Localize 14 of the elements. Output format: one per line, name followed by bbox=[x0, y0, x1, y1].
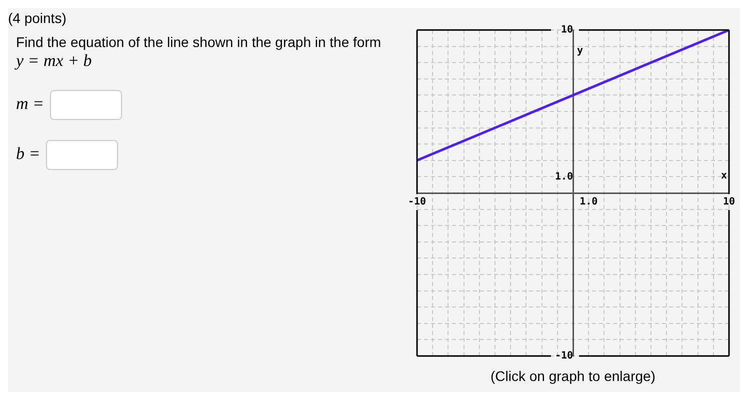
text: b = bbox=[16, 142, 42, 165]
y-tick-label: 1.0 bbox=[554, 171, 574, 182]
text: Find the equation of the line shown in the graph in the form bbox=[16, 34, 382, 50]
x-tick-label: -10 bbox=[408, 196, 426, 208]
y-tick-label: 10 bbox=[560, 24, 574, 36]
x-axis-title: x bbox=[720, 170, 727, 182]
y-tick-label: -10 bbox=[554, 350, 574, 362]
text: (4 points) bbox=[8, 10, 66, 26]
x-tick-label: 1.0 bbox=[580, 196, 598, 208]
x-tick-label: 10 bbox=[722, 196, 736, 208]
text: m = bbox=[16, 92, 45, 115]
text: y = mx + b bbox=[16, 51, 92, 71]
y-axis-title: y bbox=[577, 46, 584, 57]
text: (Click on graph to enlarge) bbox=[490, 368, 656, 384]
